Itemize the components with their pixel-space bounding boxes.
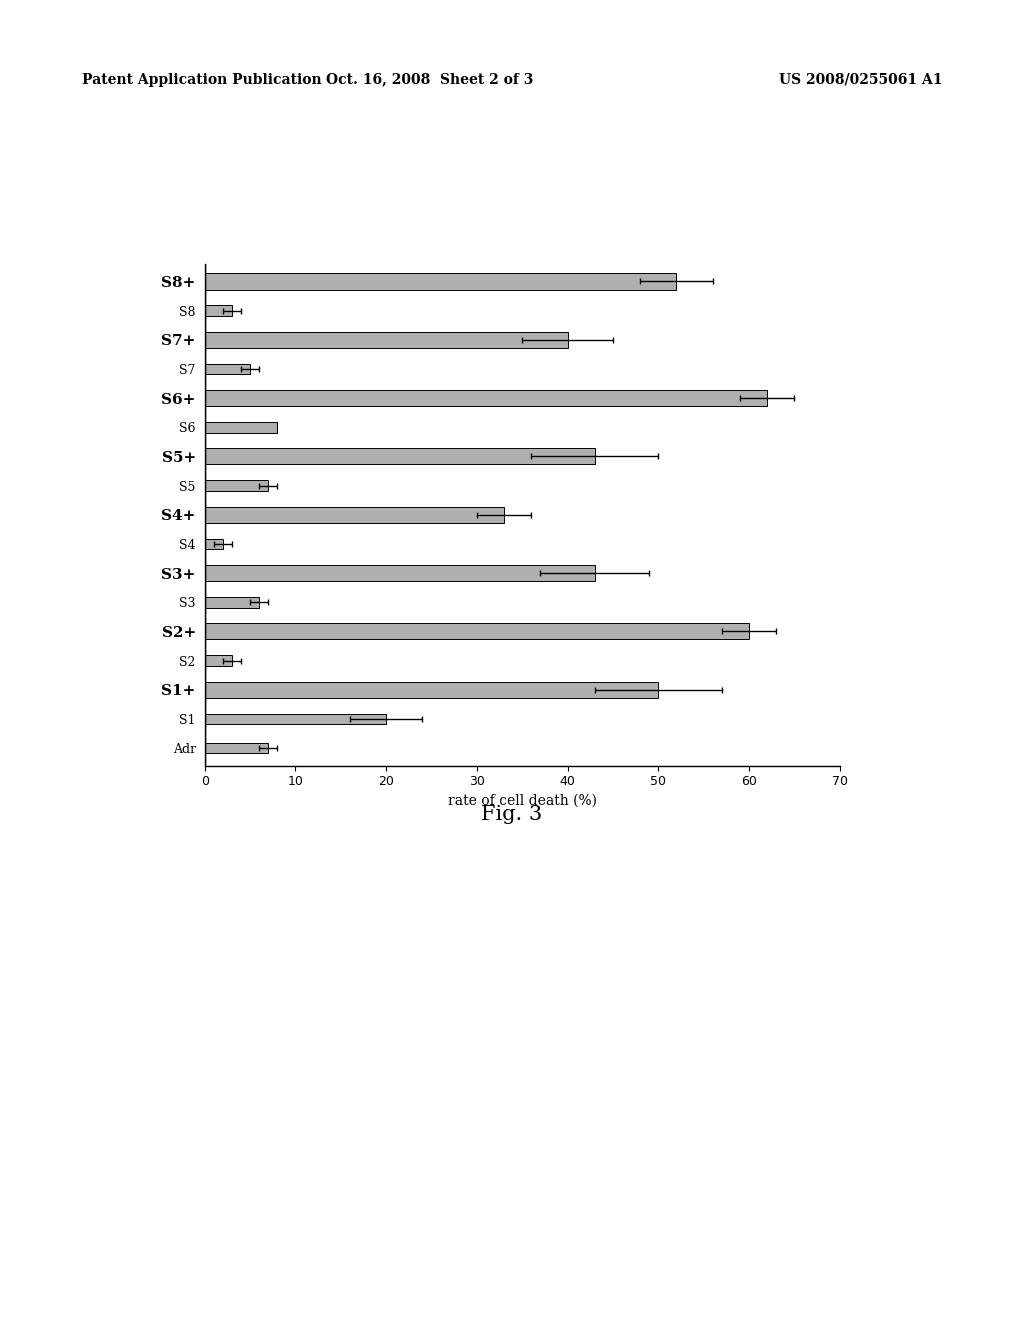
Bar (205, 623, 749, 639)
Bar (205, 714, 386, 725)
Bar (205, 539, 223, 549)
Bar (205, 331, 567, 348)
Bar (205, 480, 268, 491)
Text: Fig. 3: Fig. 3 (481, 805, 543, 824)
Bar (205, 681, 658, 698)
Bar (205, 565, 595, 581)
Text: Patent Application Publication: Patent Application Publication (82, 73, 322, 87)
Bar (205, 743, 268, 754)
Bar (205, 364, 250, 374)
X-axis label: rate of cell death (%): rate of cell death (%) (447, 793, 597, 808)
Bar (205, 597, 259, 607)
Bar (205, 422, 278, 433)
Bar (205, 507, 504, 523)
Bar (205, 273, 677, 289)
Bar (205, 305, 232, 315)
Text: Oct. 16, 2008  Sheet 2 of 3: Oct. 16, 2008 Sheet 2 of 3 (327, 73, 534, 87)
Bar (205, 656, 232, 665)
Bar (205, 449, 595, 465)
Text: US 2008/0255061 A1: US 2008/0255061 A1 (778, 73, 942, 87)
Bar (205, 391, 767, 407)
